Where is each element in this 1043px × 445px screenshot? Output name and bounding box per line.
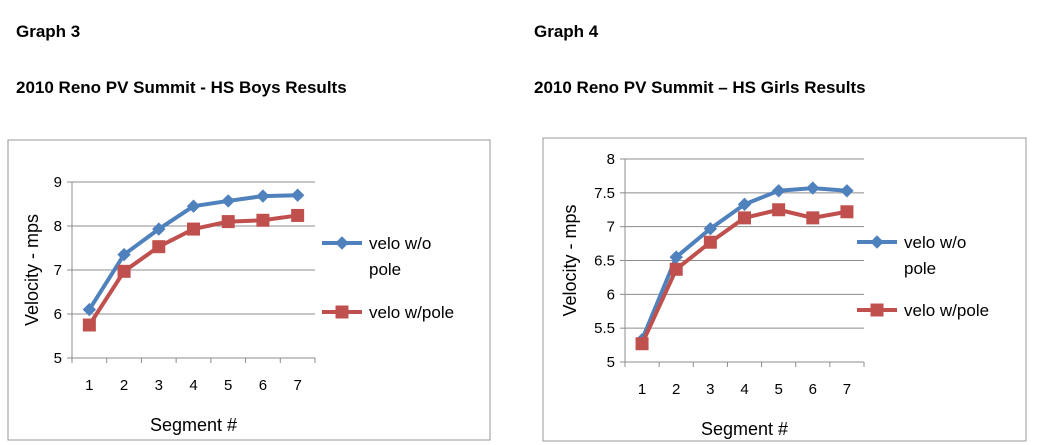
data-point [221, 215, 235, 229]
legend-marker [335, 305, 349, 319]
chart-title: 2010 Reno PV Summit - HS Boys Results [16, 78, 347, 97]
data-point [737, 197, 752, 212]
data-point [771, 184, 786, 198]
chart-title: 2010 Reno PV Summit – HS Girls Results [534, 78, 866, 97]
x-tick-label: 4 [740, 381, 748, 398]
data-point [806, 181, 820, 195]
data-point [703, 235, 717, 249]
data-point [635, 337, 649, 351]
y-tick-label: 8 [54, 218, 62, 235]
x-tick-label: 7 [293, 377, 301, 394]
data-point [840, 205, 854, 219]
y-tick-label: 9 [54, 174, 62, 191]
data-point [117, 264, 131, 278]
graph-label: Graph 4 [534, 22, 599, 41]
girls-velocity-chart: 5 5.5 6 6.5 7 7.5 8 1 2 3 4 5 6 7 Segment # Velocity - … [542, 137, 1027, 442]
boys-velocity-chart: 5 6 7 8 9 1 2 3 4 5 6 7 Segment # Velocity - mps velo … [7, 139, 491, 441]
data-point [221, 194, 235, 208]
y-tick-label: 6 [54, 306, 62, 323]
data-point [703, 221, 718, 236]
data-point [152, 222, 166, 236]
x-tick-label: 2 [672, 381, 680, 398]
y-tick-label: 7 [54, 262, 62, 279]
data-point [256, 189, 270, 203]
y-axis-title: Velocity - mps [560, 204, 580, 316]
x-axis-title: Segment # [150, 415, 237, 435]
data-point [290, 188, 305, 202]
data-point [187, 222, 200, 236]
data-point [772, 203, 786, 217]
graph-label: Graph 3 [16, 22, 81, 41]
x-tick-label: 5 [774, 381, 782, 398]
x-tick-label: 6 [259, 377, 267, 394]
data-point [82, 318, 96, 332]
x-tick-label: 1 [638, 381, 646, 398]
x-tick-label: 2 [120, 377, 128, 394]
x-tick-label: 6 [809, 381, 817, 398]
x-tick-label: 3 [706, 381, 714, 398]
legend-marker [870, 303, 884, 317]
x-tick-label: 4 [189, 377, 197, 394]
y-tick-label: 6 [607, 286, 615, 303]
data-point [840, 184, 854, 198]
data-point [152, 240, 166, 254]
x-tick-label: 5 [224, 377, 232, 394]
legend-label: pole [369, 260, 401, 279]
legend-label: velo w/pole [369, 303, 454, 322]
y-tick-label: 7.5 [594, 185, 615, 202]
legend-label: velo w/o [369, 234, 431, 253]
y-tick-label: 5 [607, 354, 615, 371]
y-tick-label: 6.5 [594, 253, 615, 270]
chart-frame [7, 139, 491, 441]
y-tick-label: 5.5 [594, 320, 615, 337]
legend-label: velo w/o [904, 233, 966, 252]
data-point [117, 247, 131, 262]
x-tick-label: 1 [85, 377, 93, 394]
y-tick-label: 7 [607, 219, 615, 236]
data-point [256, 213, 270, 227]
data-point [291, 208, 305, 222]
data-point [738, 211, 751, 225]
y-axis-title: Velocity - mps [22, 214, 42, 326]
x-axis-title: Segment # [701, 419, 788, 439]
legend-label: velo w/pole [904, 301, 989, 320]
legend-marker [335, 236, 349, 250]
graph-3-panel: Graph 3 2010 Reno PV Summit - HS Boys Re… [0, 0, 500, 445]
y-tick-label: 8 [607, 151, 615, 168]
x-tick-label: 3 [155, 377, 163, 394]
x-tick-label: 7 [843, 381, 851, 398]
legend-label: pole [904, 259, 936, 278]
data-point [806, 211, 820, 225]
data-point [669, 262, 683, 276]
graph-4-panel: Graph 4 2010 Reno PV Summit – HS Girls R… [518, 0, 1027, 445]
data-point [82, 302, 97, 317]
chart-frame [542, 137, 1027, 442]
legend-marker [870, 235, 884, 249]
data-point [186, 199, 201, 213]
y-tick-label: 5 [54, 350, 62, 367]
